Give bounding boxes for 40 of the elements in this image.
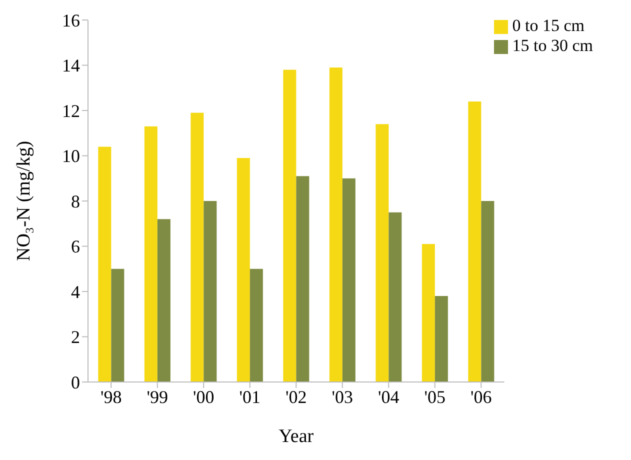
bar — [283, 70, 296, 382]
bar — [388, 212, 402, 382]
bar — [144, 126, 158, 382]
legend-label: 15 to 30 cm — [512, 36, 593, 55]
bar — [204, 201, 217, 382]
bar — [190, 112, 204, 382]
x-tick-label: '98 — [100, 386, 122, 407]
bar — [468, 101, 482, 382]
y-tick-label: 10 — [62, 146, 80, 166]
y-tick-label: 12 — [62, 100, 80, 121]
y-tick-label: 16 — [62, 10, 80, 30]
bar — [376, 124, 389, 382]
bar — [422, 244, 435, 382]
y-tick-label: 4 — [71, 282, 80, 302]
bar — [111, 268, 124, 382]
x-axis-title: Year — [278, 426, 314, 447]
x-tick-label: '04 — [378, 386, 400, 407]
y-tick-label: 0 — [71, 372, 80, 392]
x-tick-label: '03 — [332, 386, 353, 407]
bar — [296, 176, 310, 382]
x-tick-label: '00 — [193, 386, 214, 407]
bar — [157, 219, 170, 382]
bar — [329, 68, 342, 382]
legend-label: 0 to 15 cm — [512, 16, 584, 35]
bar — [98, 146, 112, 382]
x-tick-label: '02 — [286, 386, 307, 407]
y-tick-label: 6 — [71, 236, 80, 257]
y-tick-label: 2 — [71, 327, 80, 348]
x-tick-label: '99 — [146, 386, 168, 407]
bar — [236, 158, 250, 382]
x-tick-label: '06 — [470, 386, 492, 407]
y-tick-label: 14 — [62, 56, 80, 76]
bar — [342, 178, 356, 382]
y-axis-title: NO₃-N (mg/kg) — [14, 140, 35, 262]
bar — [481, 201, 494, 382]
bar — [434, 296, 448, 382]
bar — [250, 268, 263, 382]
y-tick-label: 8 — [71, 191, 80, 212]
x-tick-label: '05 — [424, 386, 446, 407]
x-tick-label: '01 — [239, 386, 260, 407]
